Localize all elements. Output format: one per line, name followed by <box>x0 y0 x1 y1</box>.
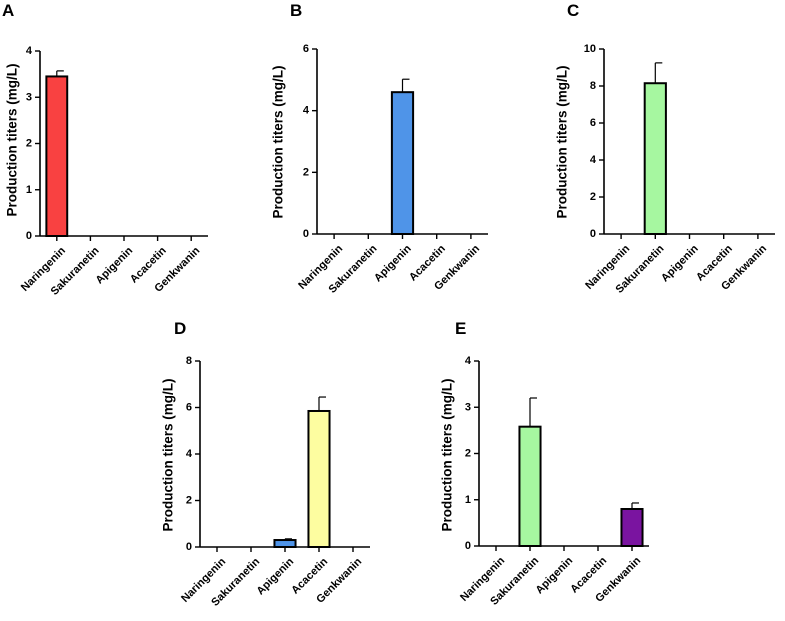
bar-e-sakuranetin <box>518 425 542 547</box>
y-tick-label-a: 3 <box>26 91 32 103</box>
category-label-c: Apigenin <box>659 243 701 285</box>
y-tick-label-b: 6 <box>303 43 309 55</box>
y-tick-label-c: 4 <box>590 154 597 166</box>
y-tick-label-d: 2 <box>186 495 192 507</box>
y-tick-label-a: 0 <box>26 230 32 242</box>
y-tick-label-c: 8 <box>590 80 596 92</box>
y-tick-label-c: 6 <box>590 117 596 129</box>
bar-d-acacetin <box>307 409 331 548</box>
y-tick-label-b: 4 <box>303 105 310 117</box>
y-tick-label-a: 4 <box>26 45 33 57</box>
y-axis-title-d: Production titers (mg/L) <box>161 379 176 532</box>
panel-letter-c: C <box>567 1 579 20</box>
category-label-e: Apigenin <box>533 555 575 597</box>
y-tick-label-e: 1 <box>465 494 471 506</box>
category-label-a: Apigenin <box>93 245 135 287</box>
y-axis-title-a: Production titers (mg/L) <box>5 64 20 217</box>
y-tick-label-e: 2 <box>465 448 471 460</box>
bar-e-genkwanin <box>620 508 644 547</box>
panel-letter-a: A <box>2 1 14 20</box>
y-tick-label-e: 3 <box>465 401 471 413</box>
y-tick-label-c: 0 <box>590 228 596 240</box>
y-tick-label-e: 4 <box>465 355 472 367</box>
bar-c-sakuranetin <box>643 82 667 235</box>
y-tick-label-a: 2 <box>26 138 32 150</box>
y-tick-label-a: 1 <box>26 184 32 196</box>
y-tick-label-d: 6 <box>186 402 192 414</box>
y-tick-label-d: 4 <box>186 448 193 460</box>
panel-c: C Production titers (mg/L) 0246810Naring… <box>555 1 775 296</box>
y-tick-label-b: 2 <box>303 166 309 178</box>
panel-letter-d: D <box>174 319 186 338</box>
bar-b-apigenin <box>390 91 415 235</box>
panel-e: E Production titers (mg/L) 01234Naringen… <box>440 319 649 608</box>
panel-d: D Production titers (mg/L) 02468Naringen… <box>161 319 370 609</box>
panel-letter-e: E <box>455 319 466 338</box>
category-label-b: Apigenin <box>372 243 414 285</box>
bar-d-apigenin <box>273 539 297 549</box>
y-tick-label-c: 10 <box>584 43 596 55</box>
y-axis-title-e: Production titers (mg/L) <box>440 379 455 532</box>
bar-a-naringenin <box>45 75 69 237</box>
y-tick-label-d: 8 <box>186 355 192 367</box>
y-tick-label-e: 0 <box>465 540 471 552</box>
category-label-d: Apigenin <box>254 556 296 598</box>
panel-b: B Production titers (mg/L) 0246Naringeni… <box>271 1 488 296</box>
y-tick-label-b: 0 <box>303 228 309 240</box>
panel-letter-b: B <box>290 1 302 20</box>
panel-a: A Production titers (mg/L) 01234Naringen… <box>2 1 208 298</box>
y-axis-title-b: Production titers (mg/L) <box>271 66 286 219</box>
y-tick-label-d: 0 <box>186 541 192 553</box>
y-axis-title-c: Production titers (mg/L) <box>555 66 570 219</box>
y-tick-label-c: 2 <box>590 191 596 203</box>
